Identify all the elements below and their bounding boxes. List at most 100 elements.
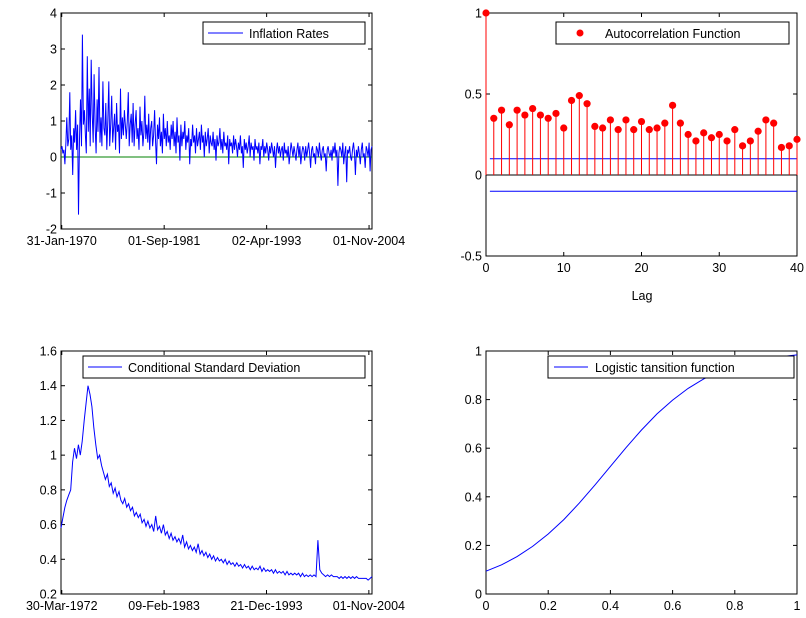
acf-point <box>567 96 576 105</box>
x-tick-label: 0.8 <box>726 599 743 613</box>
x-tick-label: 21-Dec-1993 <box>230 599 302 613</box>
y-tick-label: 0.2 <box>40 588 57 602</box>
acf-point <box>700 129 708 137</box>
acf-point <box>669 101 677 109</box>
y-ticks: 0 0.2 0.4 0.6 0.8 1 <box>465 345 797 602</box>
y-tick-label: 1.2 <box>40 414 57 428</box>
panel-autocorrelation: -0.500.51 0 10 20 30 40 Lag Autocorrelation … <box>460 7 804 304</box>
acf-point <box>583 100 591 108</box>
acf-point <box>505 121 513 129</box>
legend-box <box>555 21 790 45</box>
y-tick-label: -0.5 <box>460 250 482 264</box>
y-tick-label: 1 <box>50 115 57 129</box>
acf-point <box>529 104 537 113</box>
acf-point <box>692 137 700 145</box>
acf-point <box>738 142 747 150</box>
legend-box <box>82 355 366 379</box>
acf-point <box>731 126 739 134</box>
y-tick-label: 0.5 <box>465 88 482 102</box>
acf-point <box>723 137 731 145</box>
x-tick-label: 02-Apr-1993 <box>232 234 302 248</box>
acf-point <box>746 137 754 145</box>
acf-point <box>793 135 801 143</box>
acf-point <box>785 142 793 150</box>
x-tick-label: 30 <box>712 261 726 275</box>
acf-point <box>614 126 622 134</box>
x-ticks: 0 0.2 0.4 0.6 0.8 1 <box>483 351 801 613</box>
x-ticks: 0 10 20 30 40 <box>483 13 804 275</box>
acf-point <box>770 119 778 127</box>
y-tick-label: 4 <box>50 7 57 21</box>
y-tick-label: 2 <box>50 79 57 93</box>
legend-label: Inflation Rates <box>249 27 329 41</box>
x-tick-label: 0 <box>483 261 490 275</box>
y-tick-label: 0 <box>475 588 482 602</box>
x-tick-label: 09-Feb-1983 <box>128 599 200 613</box>
plot-area <box>60 350 373 595</box>
acf-point <box>552 109 560 118</box>
x-tick-label: 01-Nov-2004 <box>333 599 405 613</box>
y-tick-label: 0.6 <box>465 442 482 456</box>
x-ticks: 31-Jan-1970 01-Sep-1981 02-Apr-1993 01-Nov-… <box>27 13 405 248</box>
y-tick-label: 0.2 <box>465 539 482 553</box>
acf-point <box>482 9 490 17</box>
y-tick-label: 1.6 <box>40 345 57 359</box>
acf-point <box>676 119 684 127</box>
acf-point <box>560 124 568 132</box>
acf-point <box>715 130 723 139</box>
y-tick-label: 0 <box>475 169 482 183</box>
acf-point <box>536 111 545 119</box>
legend-label: Autocorrelation Function <box>605 27 741 41</box>
acf-point <box>591 122 599 130</box>
x-tick-label: 01-Nov-2004 <box>333 234 405 248</box>
x-tick-label: 30-Mar-1972 <box>26 599 98 613</box>
acf-point <box>544 114 552 122</box>
acf-stems <box>482 9 801 175</box>
y-tick-label: 0.8 <box>465 393 482 407</box>
legend-marker-swatch <box>576 29 584 37</box>
legend-label: Conditional Standard Deviation <box>128 361 300 375</box>
x-tick-label: 01-Sep-1981 <box>128 234 200 248</box>
acf-point <box>645 126 653 134</box>
acf-point <box>637 117 646 126</box>
acf-point <box>622 116 630 124</box>
x-axis-label: Lag <box>632 289 653 303</box>
x-tick-label: 0.6 <box>664 599 681 613</box>
x-tick-label: 31-Jan-1970 <box>27 234 97 248</box>
acf-point <box>606 116 615 124</box>
y-tick-label: 0.4 <box>40 553 57 567</box>
acf-point <box>754 127 762 135</box>
acf-point <box>684 130 692 139</box>
y-ticks: -2 -1 0 1 2 3 4 <box>46 7 372 237</box>
acf-point <box>490 114 498 122</box>
acf-point <box>513 106 521 114</box>
x-tick-label: 0.4 <box>602 599 619 613</box>
acf-point <box>762 116 770 124</box>
panel-conditional-std: 0.2 0.4 0.6 0.8 1 1.2 1.4 1.6 30-Mar-1972 09-Feb… <box>26 345 405 614</box>
acf-point <box>653 124 661 132</box>
y-tick-label: 1 <box>475 345 482 359</box>
legend-box <box>202 21 366 45</box>
y-tick-label: 0 <box>50 151 57 165</box>
x-tick-label: 10 <box>557 261 571 275</box>
x-tick-label: 40 <box>790 261 804 275</box>
acf-point <box>599 124 607 132</box>
legend-box <box>547 355 795 379</box>
legend: Conditional Standard Deviation <box>82 355 366 379</box>
y-tick-label: -1 <box>46 187 57 201</box>
legend: Inflation Rates <box>202 21 366 45</box>
conditional-std-line <box>60 385 373 581</box>
x-tick-label: 0 <box>483 599 490 613</box>
x-tick-label: 0.2 <box>540 599 557 613</box>
acf-point <box>575 92 583 100</box>
y-ticks: -0.5 0 0.5 1 <box>460 7 797 264</box>
y-tick-label: 1 <box>475 7 482 21</box>
y-tick-label: 0.8 <box>40 483 57 497</box>
panel-inflation-rates: -2 -1 0 1 2 3 4 31-Jan-1970 01-Sep-1981 02-Apr-1… <box>27 7 406 249</box>
acf-point <box>777 143 786 152</box>
panel-logistic-function: 0 0.2 0.4 0.6 0.8 1 0 0.2 0.4 0.6 0.8 1 Logistic t… <box>465 345 801 614</box>
y-tick-label: -2 <box>46 223 57 237</box>
y-tick-label: 0.6 <box>40 518 57 532</box>
acf-point <box>497 106 506 114</box>
